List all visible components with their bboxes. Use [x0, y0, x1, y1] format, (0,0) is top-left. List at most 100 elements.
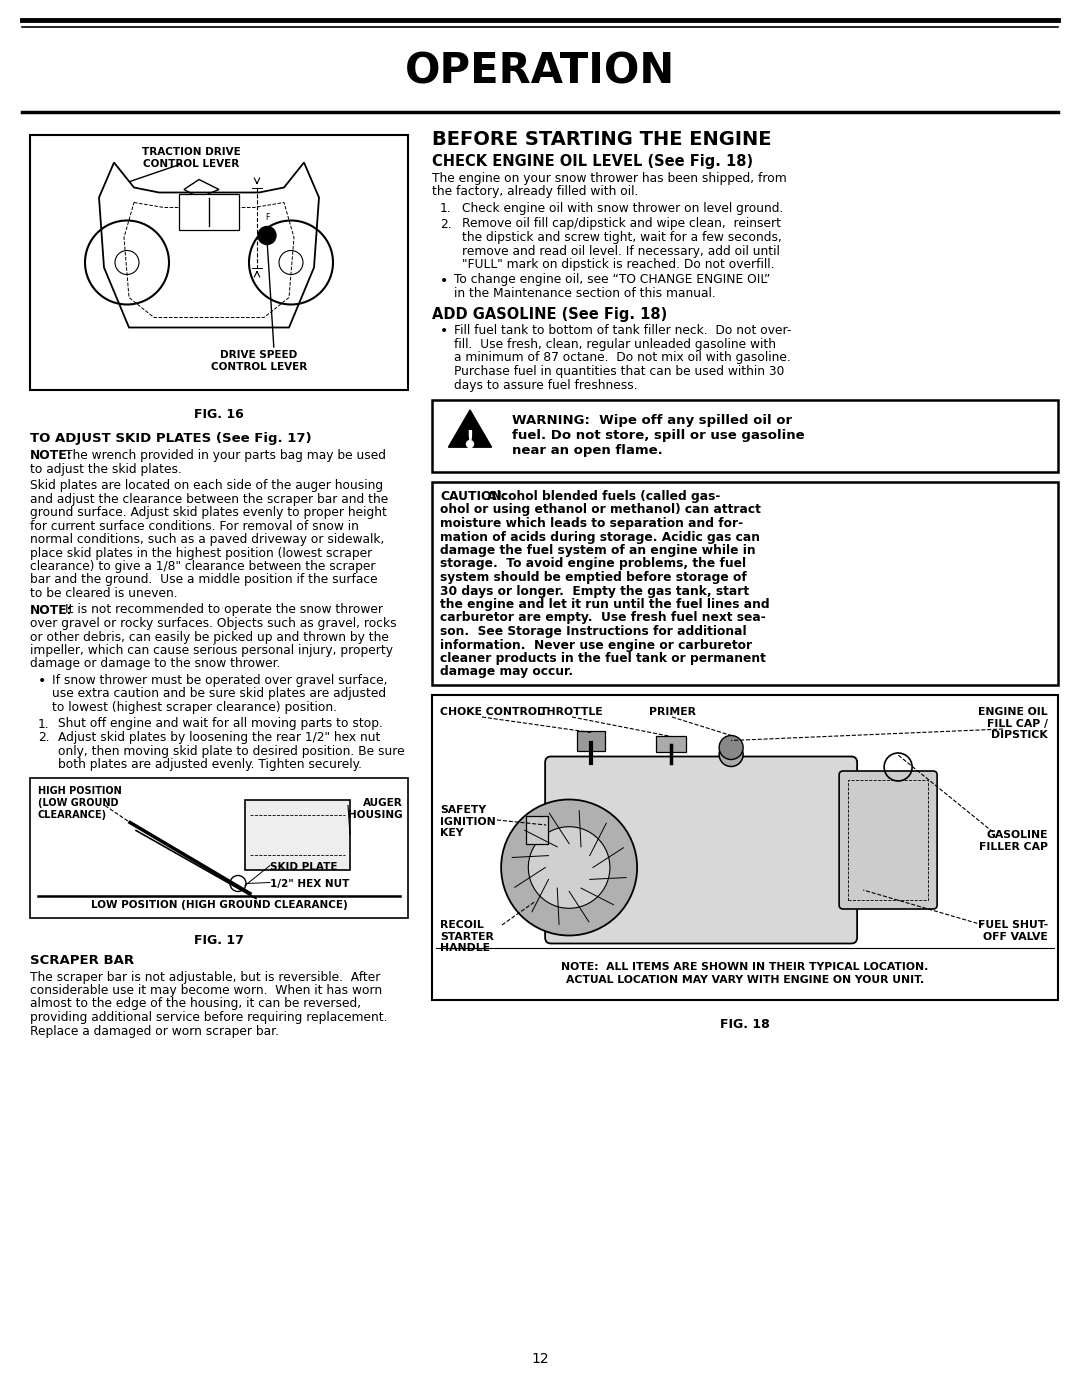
Text: FIG. 16: FIG. 16: [194, 408, 244, 420]
Text: RECOIL
STARTER
HANDLE: RECOIL STARTER HANDLE: [440, 921, 494, 953]
Text: providing additional service before requiring replacement.: providing additional service before requ…: [30, 1011, 388, 1024]
Text: !: !: [465, 429, 474, 447]
Circle shape: [258, 226, 276, 244]
Text: fuel. Do not store, spill or use gasoline: fuel. Do not store, spill or use gasolin…: [512, 429, 805, 441]
Text: F: F: [265, 212, 269, 222]
Text: TO ADJUST SKID PLATES (See Fig. 17): TO ADJUST SKID PLATES (See Fig. 17): [30, 432, 312, 446]
FancyBboxPatch shape: [526, 816, 549, 844]
Text: over gravel or rocky surfaces. Objects such as gravel, rocks: over gravel or rocky surfaces. Objects s…: [30, 617, 396, 630]
Text: To change engine oil, see “TO CHANGE ENGINE OIL”: To change engine oil, see “TO CHANGE ENG…: [454, 274, 770, 286]
Text: Check engine oil with snow thrower on level ground.: Check engine oil with snow thrower on le…: [462, 203, 783, 215]
Text: both plates are adjusted evenly. Tighten securely.: both plates are adjusted evenly. Tighten…: [58, 759, 362, 771]
Text: ACTUAL LOCATION MAY VARY WITH ENGINE ON YOUR UNIT.: ACTUAL LOCATION MAY VARY WITH ENGINE ON …: [566, 975, 924, 985]
Text: SCRAPER BAR: SCRAPER BAR: [30, 954, 134, 967]
Text: system should be emptied before storage of: system should be emptied before storage …: [440, 571, 746, 584]
Text: 1.: 1.: [440, 203, 451, 215]
Text: If snow thrower must be operated over gravel surface,: If snow thrower must be operated over gr…: [52, 673, 388, 687]
Text: bar and the ground.  Use a middle position if the surface: bar and the ground. Use a middle positio…: [30, 574, 378, 587]
FancyBboxPatch shape: [432, 482, 1058, 685]
Text: •: •: [440, 274, 448, 288]
Text: WARNING:  Wipe off any spilled oil or: WARNING: Wipe off any spilled oil or: [512, 414, 792, 427]
Text: It is not recommended to operate the snow thrower: It is not recommended to operate the sno…: [65, 604, 383, 616]
Text: OPERATION: OPERATION: [405, 52, 675, 94]
Text: place skid plates in the highest position (lowest scraper: place skid plates in the highest positio…: [30, 546, 373, 560]
Text: AUGER: AUGER: [363, 798, 403, 807]
Text: normal conditions, such as a paved driveway or sidewalk,: normal conditions, such as a paved drive…: [30, 534, 384, 546]
FancyBboxPatch shape: [30, 778, 408, 918]
Text: HOUSING: HOUSING: [349, 809, 403, 820]
Text: Remove oil fill cap/dipstick and wipe clean,  reinsert: Remove oil fill cap/dipstick and wipe cl…: [462, 218, 781, 231]
Text: ENGINE OIL
FILL CAP /
DIPSTICK: ENGINE OIL FILL CAP / DIPSTICK: [978, 707, 1048, 740]
Text: clearance) to give a 1/8" clearance between the scraper: clearance) to give a 1/8" clearance betw…: [30, 560, 376, 573]
Text: damage the fuel system of an engine while in: damage the fuel system of an engine whil…: [440, 543, 756, 557]
Text: impeller, which can cause serious personal injury, property: impeller, which can cause serious person…: [30, 644, 393, 657]
Text: FIG. 17: FIG. 17: [194, 933, 244, 947]
FancyBboxPatch shape: [245, 799, 350, 869]
FancyBboxPatch shape: [839, 771, 937, 909]
Text: 1/2" HEX NUT: 1/2" HEX NUT: [270, 880, 349, 890]
Text: NOTE:  ALL ITEMS ARE SHOWN IN THEIR TYPICAL LOCATION.: NOTE: ALL ITEMS ARE SHOWN IN THEIR TYPIC…: [562, 963, 929, 972]
Text: moisture which leads to separation and for-: moisture which leads to separation and f…: [440, 517, 743, 529]
FancyBboxPatch shape: [432, 400, 1058, 472]
Text: to lowest (highest scraper clearance) position.: to lowest (highest scraper clearance) po…: [52, 701, 337, 714]
Text: FIG. 18: FIG. 18: [720, 1018, 770, 1031]
Text: cleaner products in the fuel tank or permanent: cleaner products in the fuel tank or per…: [440, 652, 766, 665]
FancyBboxPatch shape: [179, 194, 239, 229]
Text: 30 days or longer.  Empty the gas tank, start: 30 days or longer. Empty the gas tank, s…: [440, 584, 750, 598]
Text: to adjust the skid plates.: to adjust the skid plates.: [30, 462, 181, 475]
Text: and adjust the clearance between the scraper bar and the: and adjust the clearance between the scr…: [30, 493, 388, 506]
Text: Alcohol blended fuels (called gas-: Alcohol blended fuels (called gas-: [483, 490, 720, 503]
Text: ground surface. Adjust skid plates evenly to proper height: ground surface. Adjust skid plates evenl…: [30, 506, 387, 520]
Text: R: R: [265, 231, 270, 240]
Text: Shut off engine and wait for all moving parts to stop.: Shut off engine and wait for all moving …: [58, 718, 383, 731]
Text: in the Maintenance section of this manual.: in the Maintenance section of this manua…: [454, 286, 716, 300]
Text: to be cleared is uneven.: to be cleared is uneven.: [30, 587, 177, 599]
Text: GASOLINE
FILLER CAP: GASOLINE FILLER CAP: [978, 830, 1048, 852]
Text: SAFETY
IGNITION
KEY: SAFETY IGNITION KEY: [440, 805, 496, 838]
Text: son.  See Storage Instructions for additional: son. See Storage Instructions for additi…: [440, 624, 746, 638]
Text: The engine on your snow thrower has been shipped, from: The engine on your snow thrower has been…: [432, 172, 786, 184]
Text: The scraper bar is not adjustable, but is reversible.  After: The scraper bar is not adjustable, but i…: [30, 971, 380, 983]
Text: DRIVE SPEED
CONTROL LEVER: DRIVE SPEED CONTROL LEVER: [211, 351, 307, 372]
Text: NOTE:: NOTE:: [30, 448, 72, 462]
FancyBboxPatch shape: [577, 731, 605, 750]
Text: the dipstick and screw tight, wait for a few seconds,: the dipstick and screw tight, wait for a…: [462, 231, 782, 244]
Text: •: •: [440, 324, 448, 338]
Polygon shape: [448, 409, 491, 447]
Text: carburetor are empty.  Use fresh fuel next sea-: carburetor are empty. Use fresh fuel nex…: [440, 612, 766, 624]
Text: NOTE:: NOTE:: [30, 604, 72, 616]
Text: Purchase fuel in quantities that can be used within 30: Purchase fuel in quantities that can be …: [454, 365, 784, 379]
Text: 12: 12: [531, 1352, 549, 1366]
Text: CLEARANCE): CLEARANCE): [38, 809, 107, 820]
Text: fill.  Use fresh, clean, regular unleaded gasoline with: fill. Use fresh, clean, regular unleaded…: [454, 338, 777, 351]
Text: information.  Never use engine or carburetor: information. Never use engine or carbure…: [440, 638, 752, 651]
Text: CAUTION:: CAUTION:: [440, 490, 507, 503]
Text: LOW POSITION (HIGH GROUND CLEARANCE): LOW POSITION (HIGH GROUND CLEARANCE): [91, 900, 348, 909]
Circle shape: [501, 799, 637, 936]
Text: •: •: [38, 673, 46, 687]
Text: almost to the edge of the housing, it can be reversed,: almost to the edge of the housing, it ca…: [30, 997, 361, 1010]
Text: (LOW GROUND: (LOW GROUND: [38, 798, 119, 807]
Text: THROTTLE: THROTTLE: [540, 707, 604, 717]
Text: the engine and let it run until the fuel lines and: the engine and let it run until the fuel…: [440, 598, 770, 610]
Text: considerable use it may become worn.  When it has worn: considerable use it may become worn. Whe…: [30, 983, 382, 997]
Text: ohol or using ethanol or methanol) can attract: ohol or using ethanol or methanol) can a…: [440, 503, 761, 517]
Text: PRIMER: PRIMER: [648, 707, 696, 717]
Circle shape: [719, 735, 743, 760]
FancyBboxPatch shape: [30, 136, 408, 390]
Circle shape: [719, 742, 743, 767]
Text: remove and read oil level. If necessary, add oil until: remove and read oil level. If necessary,…: [462, 244, 780, 257]
Text: days to assure fuel freshness.: days to assure fuel freshness.: [454, 379, 637, 391]
FancyBboxPatch shape: [545, 757, 858, 943]
Text: near an open flame.: near an open flame.: [512, 444, 663, 457]
Text: HIGH POSITION: HIGH POSITION: [38, 785, 122, 795]
Circle shape: [528, 827, 610, 908]
Text: 1.: 1.: [38, 718, 50, 731]
Text: 2.: 2.: [38, 731, 50, 745]
Text: use extra caution and be sure skid plates are adjusted: use extra caution and be sure skid plate…: [52, 687, 387, 700]
Text: CHOKE CONTROL: CHOKE CONTROL: [440, 707, 544, 717]
Text: The wrench provided in your parts bag may be used: The wrench provided in your parts bag ma…: [65, 448, 386, 462]
Text: Adjust skid plates by loosening the rear 1/2" hex nut: Adjust skid plates by loosening the rear…: [58, 731, 380, 745]
Text: or other debris, can easily be picked up and thrown by the: or other debris, can easily be picked up…: [30, 630, 389, 644]
Text: ADD GASOLINE (See Fig. 18): ADD GASOLINE (See Fig. 18): [432, 306, 667, 321]
